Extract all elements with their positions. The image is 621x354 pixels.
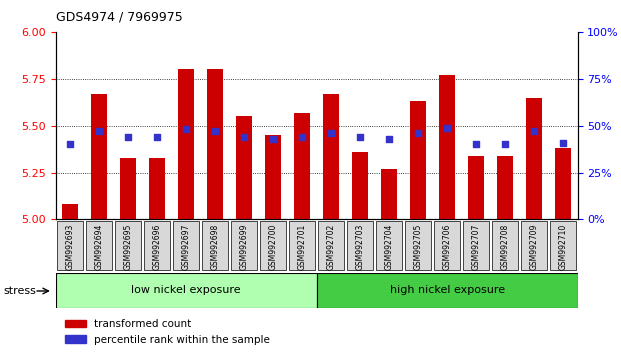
Bar [207,69,223,219]
Text: GSM992700: GSM992700 [269,224,278,270]
Bar [497,156,513,219]
Text: high nickel exposure: high nickel exposure [389,285,505,295]
Bar [468,156,484,219]
Point [65,142,75,147]
Point [152,134,162,140]
Bar [381,169,397,219]
Point [500,142,510,147]
FancyBboxPatch shape [231,221,257,270]
FancyBboxPatch shape [56,273,317,308]
Point [94,129,104,134]
FancyBboxPatch shape [521,221,547,270]
FancyBboxPatch shape [405,221,431,270]
Text: GSM992707: GSM992707 [471,224,481,270]
FancyBboxPatch shape [86,221,112,270]
Text: GSM992697: GSM992697 [182,224,191,270]
FancyBboxPatch shape [376,221,402,270]
FancyBboxPatch shape [463,221,489,270]
Point [326,130,336,136]
Bar [149,158,165,219]
Bar [62,205,78,219]
Point [558,140,568,145]
Point [413,130,423,136]
Text: GSM992706: GSM992706 [443,224,451,270]
Text: GSM992693: GSM992693 [66,224,75,270]
Bar [323,94,339,219]
Point [181,127,191,132]
FancyBboxPatch shape [173,221,199,270]
FancyBboxPatch shape [202,221,229,270]
Point [211,129,220,134]
Legend: transformed count, percentile rank within the sample: transformed count, percentile rank withi… [61,315,274,349]
Text: GSM992710: GSM992710 [558,224,568,270]
Point [124,134,134,140]
Text: GSM992705: GSM992705 [414,224,423,270]
FancyBboxPatch shape [318,221,344,270]
Bar [352,152,368,219]
Text: GSM992701: GSM992701 [297,224,307,270]
Text: GSM992696: GSM992696 [153,224,162,270]
Bar [410,101,426,219]
Bar [526,97,542,219]
Text: GSM992709: GSM992709 [530,224,538,270]
FancyBboxPatch shape [434,221,460,270]
FancyBboxPatch shape [492,221,518,270]
Text: GSM992702: GSM992702 [327,224,336,270]
Text: GSM992704: GSM992704 [384,224,394,270]
Bar [555,148,571,219]
Text: GSM992695: GSM992695 [124,224,133,270]
FancyBboxPatch shape [260,221,286,270]
Point [529,129,539,134]
Bar [439,75,455,219]
Point [442,125,452,130]
Bar [265,135,281,219]
Text: stress: stress [3,286,36,296]
FancyBboxPatch shape [57,221,83,270]
Point [268,136,278,142]
FancyBboxPatch shape [289,221,315,270]
FancyBboxPatch shape [317,273,578,308]
Point [355,134,365,140]
Point [297,134,307,140]
Bar [120,158,136,219]
FancyBboxPatch shape [144,221,170,270]
Bar [178,69,194,219]
Text: GSM992703: GSM992703 [356,224,365,270]
Bar [236,116,252,219]
Point [239,134,249,140]
Text: GSM992694: GSM992694 [95,224,104,270]
Text: low nickel exposure: low nickel exposure [132,285,241,295]
Text: GSM992698: GSM992698 [211,224,220,270]
Bar [294,113,310,219]
Bar [91,94,107,219]
FancyBboxPatch shape [116,221,142,270]
FancyBboxPatch shape [347,221,373,270]
Point [471,142,481,147]
FancyBboxPatch shape [550,221,576,270]
Text: GDS4974 / 7969975: GDS4974 / 7969975 [56,10,183,23]
Point [384,136,394,142]
Text: GSM992699: GSM992699 [240,224,249,270]
Text: GSM992708: GSM992708 [501,224,510,270]
